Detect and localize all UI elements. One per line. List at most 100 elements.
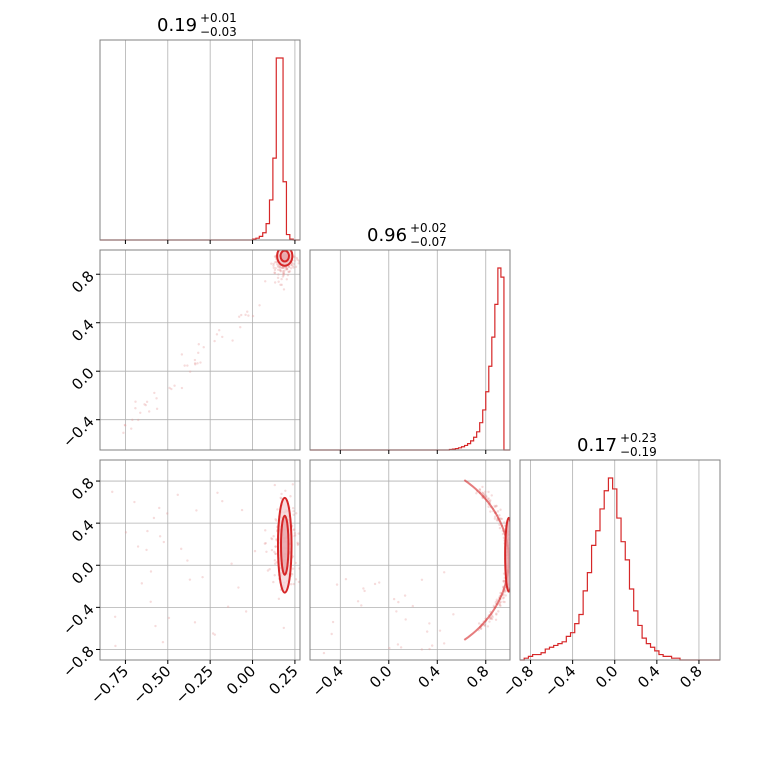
y-tick-label: −0.4	[59, 600, 97, 638]
sample-point	[143, 403, 146, 406]
sample-point	[281, 275, 285, 278]
sample-point	[501, 532, 505, 536]
sample-point	[123, 423, 127, 427]
contour-fill-inner	[281, 515, 289, 575]
panel-title-median: 0.19	[157, 15, 197, 36]
sample-point	[504, 594, 507, 597]
sample-point	[496, 510, 500, 513]
sample-point	[481, 485, 484, 489]
sample-point	[501, 597, 505, 600]
contour-outer	[276, 250, 294, 267]
sample-point	[277, 597, 281, 601]
sample-point	[487, 497, 490, 500]
sample-point	[266, 569, 270, 572]
sample-point	[378, 581, 381, 584]
x-tick-label: −0.50	[129, 662, 174, 707]
sample-point	[285, 266, 288, 270]
contour-inner	[279, 250, 290, 263]
y-tick-label: 0.0	[68, 558, 98, 588]
sample-point	[273, 483, 276, 487]
sample-point	[494, 618, 498, 621]
sample-point	[291, 265, 295, 268]
sample-point	[502, 600, 505, 603]
sample-point	[272, 580, 275, 584]
sample-point	[294, 561, 297, 565]
x-tick-label: 0.0	[366, 662, 396, 692]
sample-point	[213, 633, 217, 636]
sample-point	[273, 562, 277, 565]
sample-point	[215, 333, 219, 336]
sample-point	[276, 508, 279, 511]
sample-point	[280, 277, 283, 281]
sample-point	[275, 262, 279, 266]
sample-point	[296, 541, 299, 545]
sample-point	[392, 597, 396, 601]
sample-point	[478, 488, 481, 491]
sample-point	[510, 557, 512, 559]
sample-point	[193, 362, 197, 365]
sample-point	[493, 504, 496, 508]
sample-point	[297, 532, 300, 535]
sample-point	[395, 610, 398, 613]
sample-point	[276, 276, 280, 280]
sample-point	[273, 559, 277, 562]
sample-point	[282, 288, 286, 291]
sample-point	[287, 265, 291, 268]
sample-point	[493, 515, 497, 518]
sample-point	[280, 266, 284, 269]
sample-point	[140, 582, 144, 585]
sample-point	[425, 630, 429, 633]
y-tick-label: −0.8	[59, 642, 97, 680]
histogram-step	[520, 477, 720, 661]
sample-point	[510, 566, 512, 568]
panel-frame	[99, 249, 301, 451]
sample-point	[293, 534, 296, 538]
contour-inner	[504, 516, 510, 593]
sample-point	[502, 579, 505, 583]
sample-point	[291, 507, 295, 510]
y-tick-label: 0.0	[68, 364, 98, 394]
x-tick-label: 0.8	[676, 662, 706, 692]
sample-point	[297, 262, 300, 265]
x-tick-label: −0.25	[172, 662, 217, 707]
sample-point	[497, 610, 500, 613]
sample-point	[278, 268, 282, 272]
sample-point	[279, 283, 282, 287]
sample-point	[487, 490, 490, 494]
sample-point	[282, 274, 285, 277]
sample-point	[162, 540, 166, 544]
contour-outer	[276, 496, 293, 594]
sample-point	[197, 351, 200, 355]
sample-point	[146, 529, 149, 533]
sample-point	[322, 651, 326, 655]
sample-point	[186, 559, 189, 562]
sample-point	[484, 494, 488, 497]
x-tick-label: −0.75	[87, 662, 132, 707]
histogram-step	[310, 267, 510, 451]
sample-point	[290, 263, 293, 267]
sample-point	[373, 582, 377, 586]
sample-point	[491, 615, 494, 619]
sample-point	[510, 573, 512, 575]
sample-point	[113, 615, 117, 618]
sample-point	[273, 255, 277, 258]
sample-point	[282, 272, 285, 276]
sample-point	[277, 265, 280, 269]
sample-point	[288, 270, 292, 273]
sample-point	[512, 582, 514, 584]
panel-title-median: 0.17	[577, 435, 617, 456]
sample-point	[274, 545, 277, 548]
sample-point	[513, 545, 515, 547]
sample-point	[193, 621, 197, 624]
y-tick-label: −0.4	[59, 413, 97, 451]
sample-point	[484, 490, 487, 494]
sample-point	[149, 600, 152, 603]
sample-point	[511, 571, 513, 573]
sample-point	[134, 400, 137, 403]
sample-point	[285, 267, 289, 271]
x-tick-label: −0.8	[499, 662, 537, 700]
panel-title-minus: −0.03	[200, 25, 237, 39]
sample-point	[296, 542, 300, 546]
panel-title-minus: −0.19	[620, 445, 657, 459]
sample-point	[498, 526, 502, 530]
